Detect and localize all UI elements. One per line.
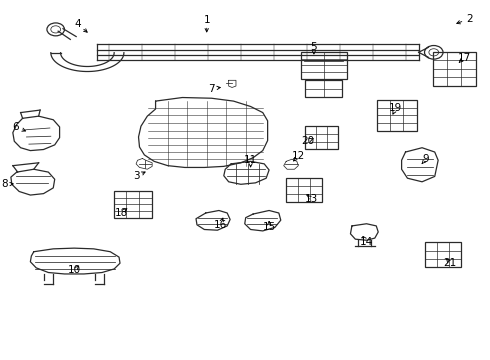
Text: 18: 18 <box>115 208 128 218</box>
Text: 2: 2 <box>466 14 473 24</box>
Bar <box>377 100 416 131</box>
Text: 14: 14 <box>360 237 373 247</box>
Text: 4: 4 <box>74 19 81 29</box>
Bar <box>114 191 152 218</box>
Text: 6: 6 <box>12 122 19 132</box>
Bar <box>305 126 338 149</box>
Text: 9: 9 <box>423 154 429 164</box>
Text: 21: 21 <box>444 258 457 268</box>
Text: 12: 12 <box>292 150 305 161</box>
Text: 17: 17 <box>457 53 470 63</box>
Text: 3: 3 <box>133 171 139 181</box>
Text: 20: 20 <box>301 136 315 145</box>
Text: 19: 19 <box>389 103 402 113</box>
Bar <box>433 52 476 86</box>
Text: 15: 15 <box>263 222 276 232</box>
Text: 7: 7 <box>208 84 215 94</box>
Bar <box>286 178 322 202</box>
Bar <box>305 81 342 96</box>
Text: 10: 10 <box>68 265 81 275</box>
Text: 13: 13 <box>305 194 318 204</box>
Text: 8: 8 <box>1 179 8 189</box>
Bar <box>425 242 461 267</box>
Text: 11: 11 <box>244 155 257 165</box>
Text: 16: 16 <box>214 220 227 230</box>
Text: 1: 1 <box>203 15 210 26</box>
Bar <box>300 52 347 79</box>
Text: 5: 5 <box>311 42 317 52</box>
